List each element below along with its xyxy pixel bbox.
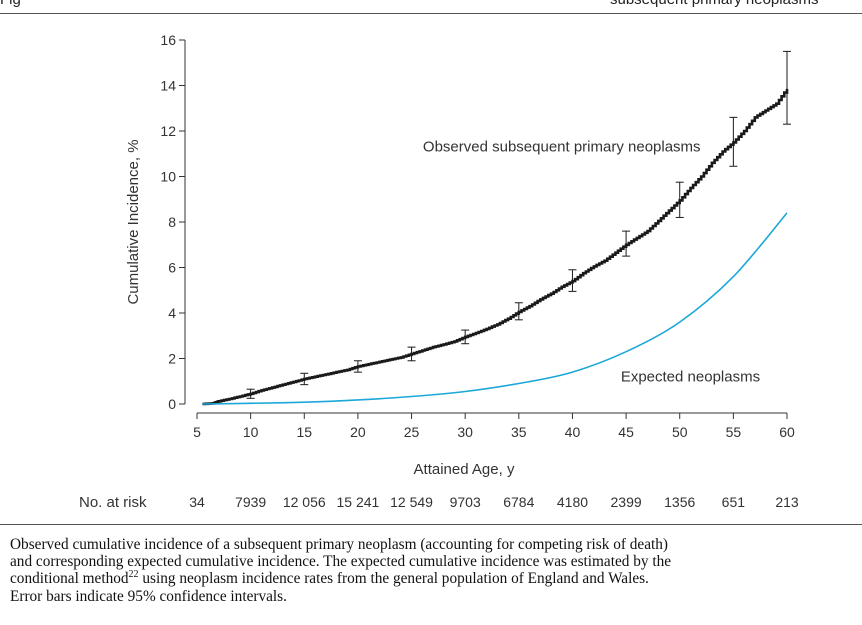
figure-caption: Observed cumulative incidence of a subse… (10, 536, 862, 605)
y-tick-label: 4 (168, 305, 176, 321)
y-tick-label: 0 (168, 396, 176, 412)
x-axis-label: Attained Age, y (414, 461, 515, 478)
caption-line: Error bars indicate 95% confidence inter… (10, 587, 287, 605)
y-tick-label: 14 (160, 78, 176, 94)
risk-count: 1356 (664, 494, 695, 510)
risk-count: 12 056 (283, 494, 326, 510)
series-layer (202, 88, 789, 406)
risk-count: 2399 (611, 494, 642, 510)
y-tick-label: 8 (168, 214, 176, 230)
risk-count: 34 (189, 494, 205, 510)
risk-count: 4180 (557, 494, 588, 510)
reference-number: 22 (128, 569, 139, 581)
y-tick-label: 2 (168, 351, 176, 367)
risk-count: 651 (722, 494, 746, 510)
y-axis-label: Cumulative Incidence, % (125, 139, 142, 304)
y-tick-label: 12 (160, 123, 176, 139)
x-tick-label: 60 (779, 424, 795, 440)
caption-text: conditional method (10, 570, 129, 588)
figure-label-fragment: Fig (0, 0, 21, 8)
y-tick-label: 6 (168, 260, 176, 276)
x-tick-label: 40 (565, 424, 581, 440)
risk-count: 15 241 (336, 494, 379, 510)
x-tick-label: 20 (350, 424, 366, 440)
x-tick-label: 25 (404, 424, 420, 440)
error-bars (246, 50, 791, 399)
x-tick-label: 35 (511, 424, 527, 440)
axes: 0 2 4 6 8 10 12 14 16 5 10 15 20 25 30 35 40 45 50 55 60 (160, 32, 795, 440)
y-tick-label: 10 (160, 169, 176, 185)
figure-title-fragment: subsequent primary neoplasms (610, 0, 818, 8)
risk-table: 34 7939 12 056 15 241 12 549 9703 6784 4180 2399… (189, 494, 799, 510)
bottom-rule (0, 524, 862, 525)
observed-series-line (202, 88, 789, 406)
labels: Cumulative Incidence, % Attained Age, y … (79, 138, 760, 511)
x-tick-label: 15 (296, 424, 312, 440)
risk-count: 6784 (503, 494, 534, 510)
x-tick-label: 10 (243, 424, 259, 440)
risk-count: 12 549 (390, 494, 433, 510)
observed-series-label: Observed subsequent primary neoplasms (423, 138, 701, 155)
caption-line: and corresponding expected cumulative in… (10, 553, 672, 571)
caption-text: using neoplasm incidence rates from the … (138, 570, 649, 588)
caption-line: conditional method22 using neoplasm inci… (10, 569, 862, 588)
risk-count: 213 (775, 494, 799, 510)
risk-count: 7939 (235, 494, 266, 510)
x-tick-label: 50 (672, 424, 688, 440)
risk-count: 9703 (450, 494, 481, 510)
expected-series-label: Expected neoplasms (621, 368, 760, 385)
expected-series-line (202, 212, 788, 405)
page-header-fragment: Fig subsequent primary neoplasms (0, 0, 862, 22)
y-tick-label: 16 (160, 32, 176, 48)
x-tick-label: 45 (618, 424, 634, 440)
caption-line: Observed cumulative incidence of a subse… (10, 536, 668, 553)
cumulative-incidence-chart: 0 2 4 6 8 10 12 14 16 5 10 15 20 25 30 35 40 45 50 55 60 Cum… (79, 32, 799, 511)
risk-table-label: No. at risk (79, 494, 147, 511)
x-tick-label: 55 (726, 424, 742, 440)
x-tick-label: 5 (193, 424, 201, 440)
top-rule (0, 13, 862, 14)
x-tick-label: 30 (457, 424, 473, 440)
